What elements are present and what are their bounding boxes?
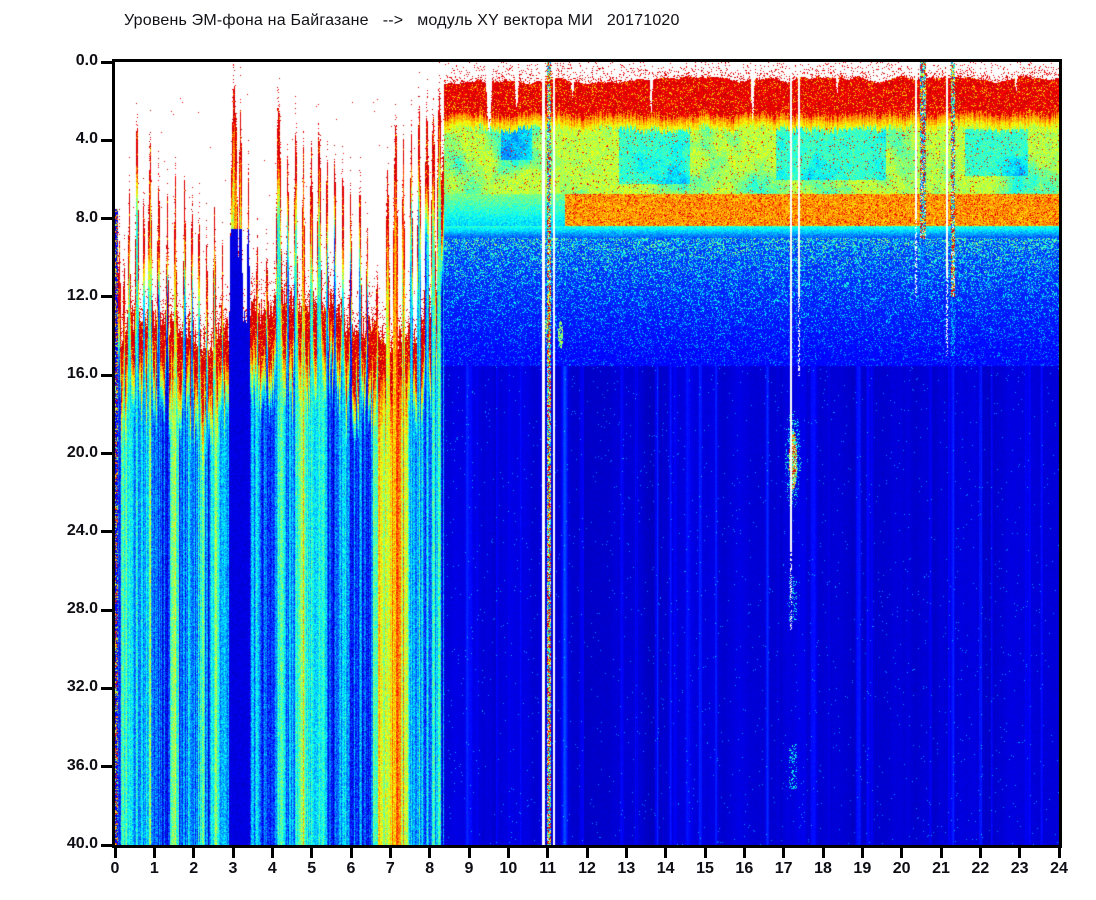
x-tick-label: 13 xyxy=(617,860,636,877)
x-tick-label: 10 xyxy=(499,860,518,877)
x-tick-label: 5 xyxy=(307,860,317,877)
x-tick-label: 20 xyxy=(892,860,911,877)
x-tick xyxy=(664,848,668,858)
x-tick xyxy=(113,848,117,858)
x-tick xyxy=(782,848,786,858)
x-tick xyxy=(467,848,471,858)
y-tick-label: 40.0 xyxy=(66,835,98,852)
x-tick-label: 17 xyxy=(774,860,793,877)
x-tick-label: 6 xyxy=(346,860,356,877)
x-tick xyxy=(1057,848,1061,858)
y-tick-label: 20.0 xyxy=(66,443,98,461)
y-tick-label: 4.0 xyxy=(75,130,98,148)
x-tick-label: 1 xyxy=(149,860,159,877)
x-tick-label: 19 xyxy=(853,860,872,877)
y-tick xyxy=(101,138,112,142)
x-tick-label: 4 xyxy=(267,860,277,877)
x-tick xyxy=(192,848,196,858)
y-tick-label: 16.0 xyxy=(66,365,98,383)
x-tick-label: 24 xyxy=(1050,860,1068,877)
x-tick xyxy=(152,848,156,858)
x-tick-label: 23 xyxy=(1010,860,1029,877)
x-tick-label: 9 xyxy=(464,860,474,877)
x-tick-label: 0 xyxy=(110,860,120,877)
x-tick xyxy=(349,848,353,858)
y-tick xyxy=(101,686,112,690)
x-tick xyxy=(388,848,392,858)
y-tick xyxy=(101,373,112,377)
x-tick xyxy=(546,848,550,858)
x-tick-label: 11 xyxy=(539,860,557,877)
y-tick xyxy=(101,608,112,612)
x-tick xyxy=(742,848,746,858)
y-tick-label: 12.0 xyxy=(66,286,98,304)
x-tick xyxy=(428,848,432,858)
x-tick xyxy=(506,848,510,858)
x-tick xyxy=(1018,848,1022,858)
x-tick xyxy=(860,848,864,858)
y-tick-label: 8.0 xyxy=(75,208,98,226)
spectrogram-canvas xyxy=(115,62,1059,845)
x-tick xyxy=(900,848,904,858)
y-tick xyxy=(101,452,112,455)
x-tick xyxy=(703,848,707,858)
x-tick-label: 21 xyxy=(932,860,950,877)
y-tick xyxy=(101,295,112,299)
y-tick-label: 36.0 xyxy=(66,756,98,774)
y-tick xyxy=(101,843,112,847)
y-tick-label: 32.0 xyxy=(66,678,98,696)
x-tick xyxy=(821,848,825,858)
y-tick xyxy=(101,60,112,64)
y-tick xyxy=(101,217,112,221)
x-tick-label: 14 xyxy=(656,860,675,877)
x-tick-label: 16 xyxy=(735,860,754,877)
x-tick-label: 3 xyxy=(228,860,238,877)
y-tick-label: 24.0 xyxy=(66,521,98,539)
x-tick-label: 7 xyxy=(385,860,395,877)
y-tick xyxy=(101,530,112,534)
x-tick xyxy=(231,848,235,858)
x-tick xyxy=(939,848,943,858)
x-tick-label: 22 xyxy=(971,860,990,877)
y-tick-label: 28.0 xyxy=(66,600,98,618)
x-tick xyxy=(585,848,589,858)
chart-title: Уровень ЭМ-фона на Байгазане --> модуль … xyxy=(124,12,680,29)
x-tick-label: 2 xyxy=(189,860,199,877)
x-tick-label: 15 xyxy=(696,860,714,877)
x-tick-label: 8 xyxy=(425,860,435,877)
x-tick xyxy=(624,848,628,858)
y-tick xyxy=(101,765,112,769)
x-tick xyxy=(978,848,982,858)
x-tick xyxy=(310,848,314,858)
x-tick xyxy=(270,848,274,858)
y-tick-label: 0.0 xyxy=(75,52,98,69)
x-tick-label: 12 xyxy=(578,860,596,877)
x-tick-label: 18 xyxy=(814,860,832,877)
